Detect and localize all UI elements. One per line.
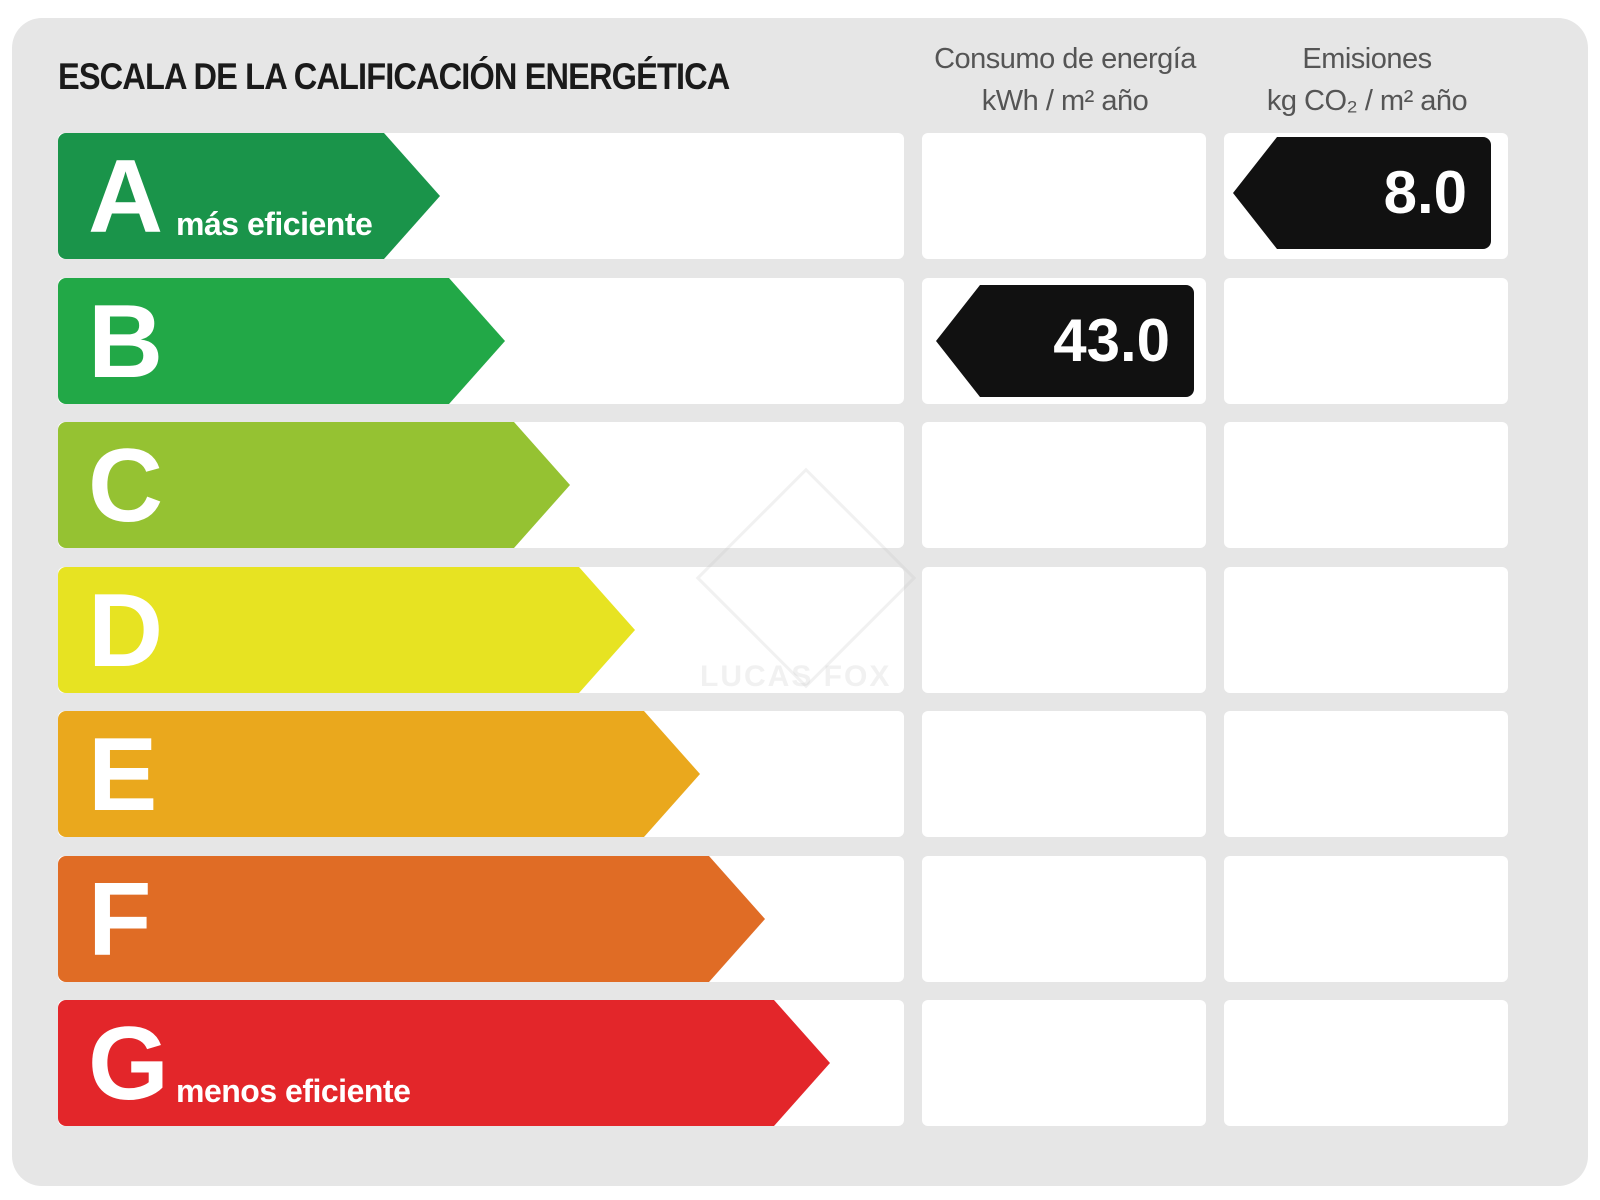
rating-arrow-f: F [58, 856, 765, 982]
consumption-header-unit: kWh / m² año [981, 85, 1149, 117]
consumption-cell-a [922, 133, 1206, 259]
emissions-header-label: Emisiones [1302, 43, 1432, 75]
emissions-value: 8.0 [1383, 159, 1467, 226]
emissions-cell-e [1224, 711, 1508, 837]
emissions-cell-c [1224, 422, 1508, 548]
emissions-column-header: Emisiones kg CO₂ / m² año [1222, 38, 1512, 122]
rating-letter: A [88, 139, 164, 255]
emissions-cell-g [1224, 1000, 1508, 1126]
consumption-cell-f [922, 856, 1206, 982]
rating-note: menos eficiente [176, 1073, 411, 1109]
emissions-value-badge: 8.0 [1233, 137, 1491, 249]
rating-letter: C [88, 428, 164, 544]
consumption-cell-g [922, 1000, 1206, 1126]
consumption-header-label: Consumo de energía [934, 43, 1196, 75]
consumption-value: 43.0 [1053, 307, 1170, 374]
rating-arrow-b: B [58, 278, 505, 404]
consumption-cell-d [922, 567, 1206, 693]
rating-arrow-c: C [58, 422, 570, 548]
emissions-cell-f [1224, 856, 1508, 982]
scale-title: ESCALA DE LA CALIFICACIÓN ENERGÉTICA [58, 56, 730, 97]
rating-letter: D [88, 573, 164, 689]
watermark-text: LUCAS FOX [700, 660, 892, 693]
rating-letter: F [88, 862, 152, 978]
rating-letter: G [88, 1006, 169, 1122]
emissions-cell-b [1224, 278, 1508, 404]
consumption-column-header: Consumo de energía kWh / m² año [920, 38, 1210, 122]
rating-letter: E [88, 717, 158, 833]
rating-letter: B [88, 284, 164, 400]
rating-arrow-e: E [58, 711, 700, 837]
consumption-value-badge: 43.0 [936, 285, 1194, 397]
rating-arrow-d: D [58, 567, 635, 693]
consumption-cell-e [922, 711, 1206, 837]
emissions-header-unit: kg CO₂ / m² año [1266, 85, 1468, 117]
rating-note: más eficiente [176, 206, 373, 242]
consumption-cell-c [922, 422, 1206, 548]
emissions-cell-d [1224, 567, 1508, 693]
